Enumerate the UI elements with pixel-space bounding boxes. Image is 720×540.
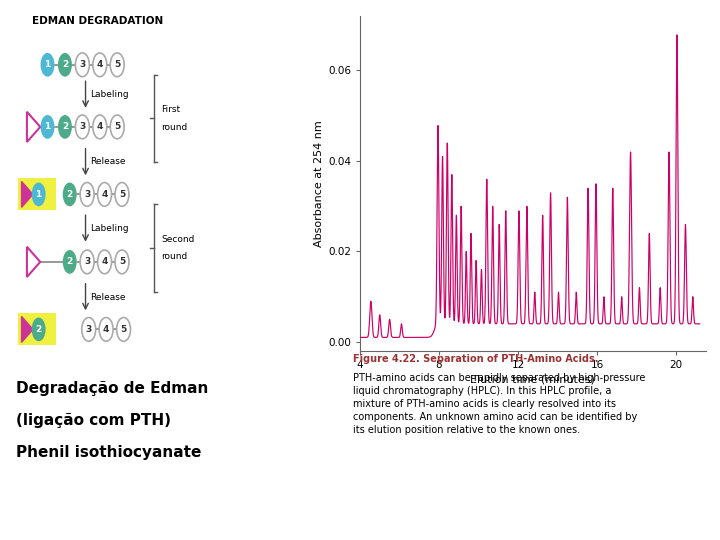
Text: 5: 5 bbox=[119, 258, 125, 266]
Text: 4: 4 bbox=[96, 123, 103, 131]
Text: 3: 3 bbox=[79, 123, 86, 131]
Text: 2: 2 bbox=[62, 123, 68, 131]
Circle shape bbox=[80, 183, 94, 206]
Text: 2: 2 bbox=[62, 60, 68, 69]
Text: 5: 5 bbox=[114, 60, 120, 69]
Text: 1: 1 bbox=[45, 123, 50, 131]
Text: 2: 2 bbox=[66, 190, 73, 199]
Circle shape bbox=[76, 115, 89, 139]
Text: 2: 2 bbox=[35, 325, 42, 334]
Text: 4: 4 bbox=[96, 60, 103, 69]
Circle shape bbox=[115, 250, 129, 274]
Text: 3: 3 bbox=[79, 60, 86, 69]
Circle shape bbox=[63, 250, 76, 274]
Circle shape bbox=[99, 318, 113, 341]
Text: Degradação de Edman: Degradação de Edman bbox=[16, 381, 208, 396]
Circle shape bbox=[98, 250, 112, 274]
Circle shape bbox=[110, 115, 124, 139]
Circle shape bbox=[80, 250, 94, 274]
Text: 5: 5 bbox=[114, 123, 120, 131]
Circle shape bbox=[117, 318, 130, 341]
Text: 1: 1 bbox=[35, 190, 42, 199]
Text: 5: 5 bbox=[119, 190, 125, 199]
Text: round: round bbox=[161, 252, 188, 261]
Circle shape bbox=[58, 115, 72, 139]
Circle shape bbox=[98, 183, 112, 206]
Text: 1: 1 bbox=[45, 60, 50, 69]
Circle shape bbox=[110, 53, 124, 77]
Text: round: round bbox=[161, 123, 188, 132]
Circle shape bbox=[58, 53, 72, 77]
Circle shape bbox=[76, 53, 89, 77]
Text: Figure 4.22. Separation of PTH-Amino Acids.: Figure 4.22. Separation of PTH-Amino Aci… bbox=[353, 354, 598, 364]
Circle shape bbox=[32, 183, 45, 206]
Text: 4: 4 bbox=[102, 190, 108, 199]
Text: 4: 4 bbox=[102, 258, 108, 266]
X-axis label: Elution time (minutes): Elution time (minutes) bbox=[470, 374, 595, 384]
Circle shape bbox=[40, 115, 55, 139]
Text: Labeling: Labeling bbox=[90, 224, 129, 233]
Text: Release: Release bbox=[90, 293, 126, 301]
Circle shape bbox=[63, 183, 76, 206]
Text: Phenil isothiocyanate: Phenil isothiocyanate bbox=[16, 446, 201, 461]
Y-axis label: Absorbance at 254 nm: Absorbance at 254 nm bbox=[314, 120, 324, 247]
FancyBboxPatch shape bbox=[19, 313, 56, 346]
Circle shape bbox=[32, 318, 45, 341]
Text: 4: 4 bbox=[103, 325, 109, 334]
Text: 5: 5 bbox=[120, 325, 127, 334]
Text: First: First bbox=[161, 105, 181, 114]
Text: (ligação com PTH): (ligação com PTH) bbox=[16, 413, 171, 428]
Text: PTH-amino acids can be rapidly separated by high-pressure
liquid chromatography : PTH-amino acids can be rapidly separated… bbox=[353, 373, 645, 435]
Polygon shape bbox=[22, 316, 33, 342]
Text: Second: Second bbox=[161, 234, 195, 244]
Text: 2: 2 bbox=[66, 258, 73, 266]
Circle shape bbox=[115, 183, 129, 206]
Text: Release: Release bbox=[90, 158, 126, 166]
Text: EDMAN DEGRADATION: EDMAN DEGRADATION bbox=[32, 16, 163, 26]
Polygon shape bbox=[22, 181, 33, 207]
Circle shape bbox=[93, 115, 107, 139]
Text: 3: 3 bbox=[84, 258, 90, 266]
Circle shape bbox=[82, 318, 96, 341]
Text: 3: 3 bbox=[84, 190, 90, 199]
Text: Labeling: Labeling bbox=[90, 90, 129, 99]
Text: 3: 3 bbox=[86, 325, 92, 334]
Circle shape bbox=[93, 53, 107, 77]
FancyBboxPatch shape bbox=[19, 178, 56, 210]
Circle shape bbox=[40, 53, 55, 77]
